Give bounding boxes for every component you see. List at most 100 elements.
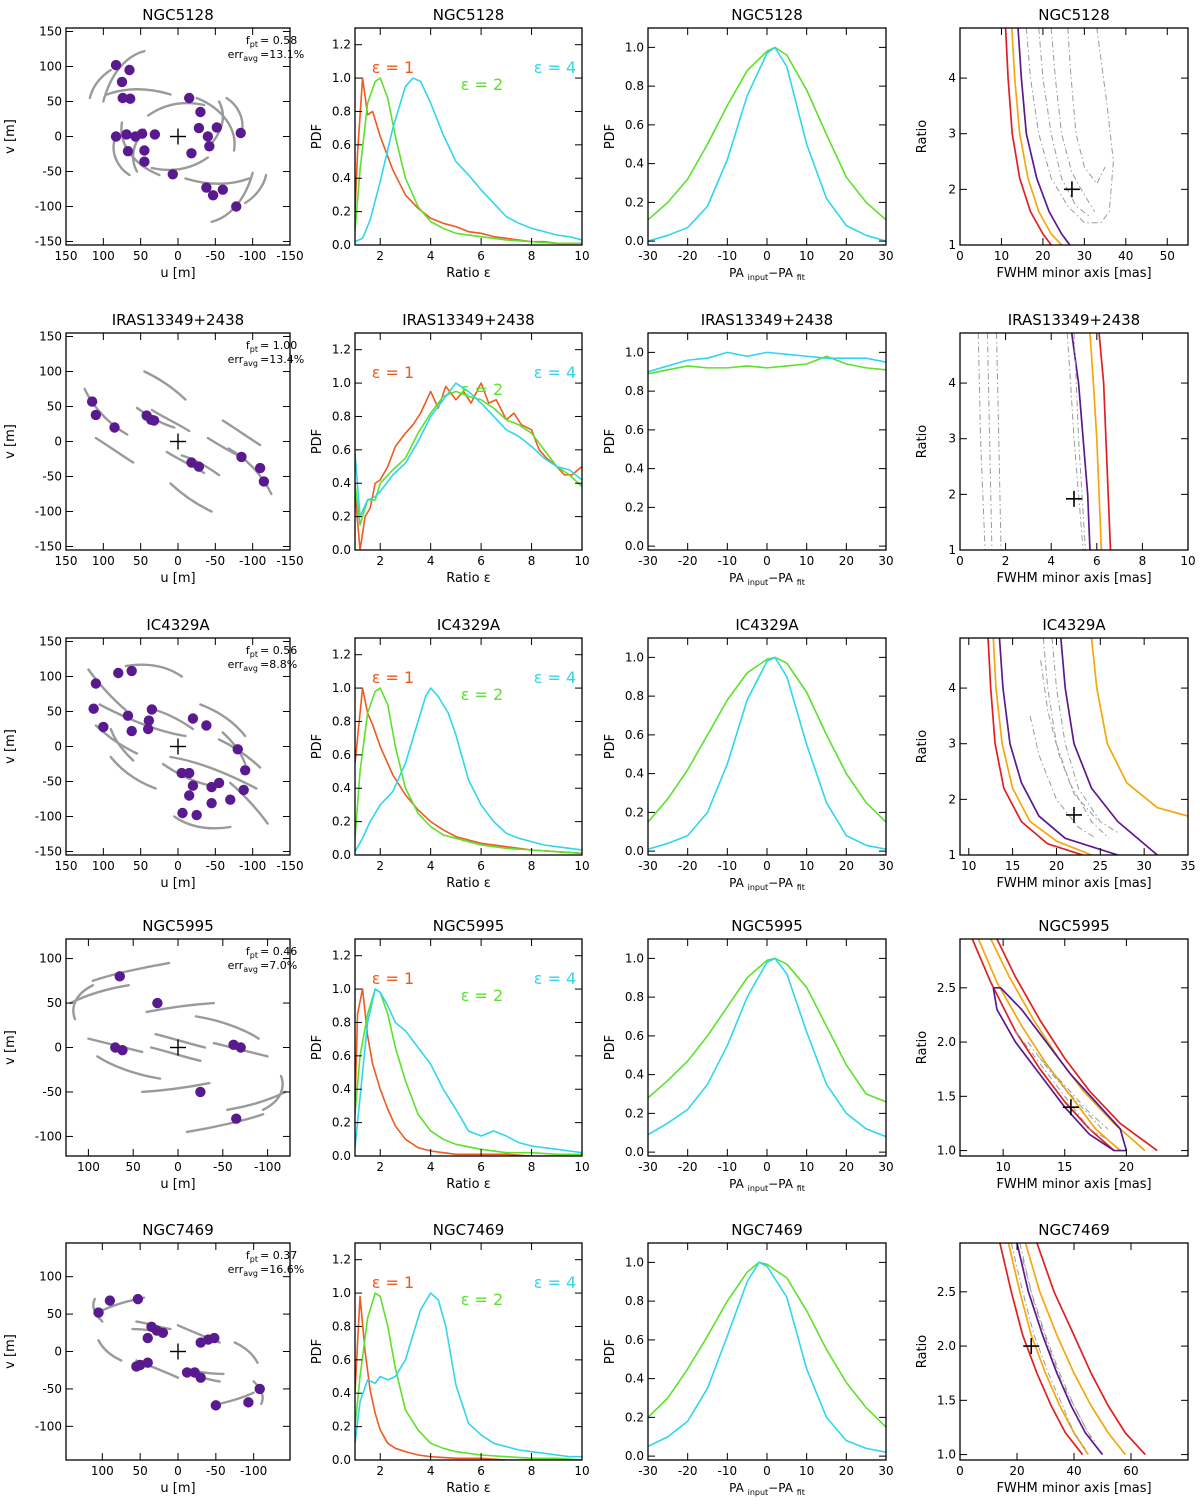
y-axis-label: PDF [310,734,325,759]
x-axis-label-sub: fit [797,883,805,892]
x-tick-label: -20 [678,859,698,873]
contour-dash [1022,1259,1092,1439]
x-tick-label: 6 [1093,554,1101,568]
uv-point [131,1361,142,1372]
x-tick-label: 35 [1180,859,1195,873]
y-tick-label: 1.2 [332,949,351,963]
uv-track [97,1339,123,1362]
plot-frame [959,27,1189,246]
uv-point [149,129,161,140]
y-axis-label: Ratio [915,730,930,763]
series-line-3 [355,1292,582,1458]
y-tick-label: 2 [948,487,956,501]
panel-ratio-3: IC4329A 2 4 6 8 10 0.0 0.2 0.4 0.6 0.8 1.0 1.2 Ratio … [310,616,590,891]
x-axis-label-part: PA [729,1481,748,1495]
panel-title: NGC5995 [1038,917,1110,935]
contour-dash [1010,1243,1086,1450]
uv-track [221,419,262,447]
erravg-label: erravg [228,353,258,368]
panel-title: NGC5995 [433,917,505,935]
uv-point [176,767,187,779]
uv-point [98,721,109,733]
x-tick-label: 0 [763,1464,771,1478]
x-axis-label-part: PA [729,571,748,585]
x-tick-label: 150 [55,249,78,263]
y-tick-label: 1 [948,238,956,252]
x-tick-label: 2 [376,554,384,568]
x-tick-label: -20 [678,1160,698,1174]
panel-title: IRAS13349+2438 [1008,311,1140,329]
uv-point [195,1086,206,1098]
y-tick-label: 4 [948,71,956,85]
panel-pa-4: NGC5995 -30 -20 -10 0 10 20 30 0.0 0.2 0.4 0.6 0.8 1.… [603,917,894,1193]
x-tick-label: -20 [678,249,698,263]
y-tick-label: -100 [35,505,62,519]
y-tick-label: 3 [948,127,956,141]
y-axis-label: v [m] [3,119,18,154]
y-tick-label: 0.8 [332,1015,351,1029]
x-axis-label-part: PA [729,876,748,890]
x-axis-label-sub: input [748,273,769,282]
panel-title: IRAS13349+2438 [402,311,534,329]
uv-track [184,177,251,185]
x-axis-label-sub: input [748,578,769,587]
contour-dash [1042,638,1110,839]
erravg-value: =13.1% [260,48,304,61]
y-tick-label: 1.5 [937,1393,956,1407]
contour-dash [1067,28,1106,185]
panel-uv-4: NGC5995 100 50 0 -50 -100 -100 -50 0 50 100 u [m] v … [3,917,297,1192]
panel-fwhm-1: NGC5128 0 10 20 30 40 50 1 2 3 4 FWHM minor axis [m… [915,6,1189,281]
x-axis-label: u [m] [160,266,195,281]
y-axis-label: v [m] [3,1030,18,1065]
y-tick-label: 100 [39,1270,62,1284]
uv-track [140,1081,211,1094]
y-axis-label: PDF [603,1339,618,1364]
fpt-value: = 0.46 [260,945,297,958]
uv-point [235,1042,246,1053]
uv-point [88,703,99,714]
plot-frame [959,332,1189,551]
contour-red [987,638,1084,855]
contour-purple [1016,1243,1104,1456]
x-tick-label: 30 [878,249,893,263]
y-tick-label: 0.4 [625,462,644,476]
legend-eps4: ε = 4 [534,668,576,687]
uv-track [185,1113,265,1134]
fpt-value: = 0.56 [260,644,297,657]
x-tick-label: 30 [1077,249,1092,263]
x-tick-label: 2 [376,249,384,263]
series-line-3 [355,687,582,853]
erravg-sub: avg [243,359,258,368]
y-tick-label: 0.4 [332,1386,351,1400]
x-tick-label: 8 [528,554,536,568]
legend-eps2: ε = 2 [461,986,503,1005]
uv-point [139,145,150,156]
x-tick-label: 10 [799,1464,814,1478]
x-tick-label: 30 [878,1464,893,1478]
x-tick-label: 30 [878,554,893,568]
uv-point [126,665,137,677]
y-tick-label: 1.0 [625,345,644,359]
x-axis-label: FWHM minor axis [mas] [996,876,1151,891]
y-tick-label: -50 [42,1382,62,1396]
uv-track [145,1001,216,1014]
erravg-value: =16.6% [260,1263,304,1276]
y-axis-label: PDF [310,1339,325,1364]
y-tick-label: 0.8 [332,104,351,118]
plot-area [355,77,582,245]
legend-eps4: ε = 4 [534,58,576,77]
y-tick-label: 100 [39,670,62,684]
y-tick-label: 0.8 [625,384,644,398]
y-tick-label: -150 [35,540,62,554]
series-line-2 [355,1292,582,1460]
series-line-3 [355,988,582,1154]
contour-dash [995,333,1002,550]
fpt-sub: pt [250,650,258,659]
x-axis-label-part: −PA [768,571,797,585]
plot-area [648,351,886,375]
uv-track [109,727,135,762]
x-tick-label: 0 [763,1160,771,1174]
x-tick-label: 4 [1047,554,1055,568]
panel-pa-1: NGC5128 -30 -20 -10 0 10 20 30 0.0 0.2 0.4 0.6 0.8 1.… [603,6,894,282]
